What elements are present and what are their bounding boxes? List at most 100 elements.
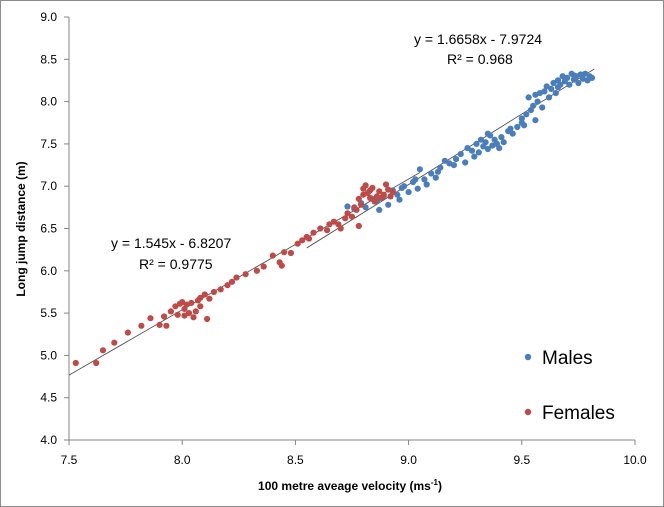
data-point-females xyxy=(197,294,204,301)
x-axis-title-close: ) xyxy=(438,479,442,493)
data-point-females xyxy=(355,222,362,230)
data-point-males xyxy=(548,85,555,92)
data-point-males xyxy=(496,145,503,152)
y-tick-label: 7.0 xyxy=(40,179,57,193)
data-point-females xyxy=(278,262,285,269)
data-point-males xyxy=(475,149,482,156)
data-point-females xyxy=(385,186,392,193)
data-point-females xyxy=(181,312,188,319)
data-point-females xyxy=(156,321,163,328)
data-point-males xyxy=(484,130,491,137)
data-point-females xyxy=(242,271,249,278)
x-tick-label: 10.0 xyxy=(623,453,647,467)
data-point-females xyxy=(358,201,365,208)
y-tick-label: 6.5 xyxy=(40,222,57,236)
y-tick-label: 8.5 xyxy=(40,52,57,66)
data-point-males xyxy=(344,203,351,210)
x-tick-label: 8.5 xyxy=(287,453,304,467)
y-tick-label: 5.5 xyxy=(40,306,57,320)
data-point-females xyxy=(174,311,181,318)
data-point-males xyxy=(473,140,480,147)
data-point-males xyxy=(450,162,457,169)
data-point-females xyxy=(163,322,170,329)
data-point-males xyxy=(550,79,557,87)
data-point-females xyxy=(367,187,374,194)
y-tick-labels: 4.0 4.5 5.0 5.5 6.0 6.5 7.0 7.5 8.0 8.5 9.0 xyxy=(40,10,69,447)
data-point-males xyxy=(588,74,596,81)
data-point-males xyxy=(457,151,464,158)
data-point-females xyxy=(362,182,369,189)
data-point-females xyxy=(147,315,154,322)
data-point-females xyxy=(371,198,378,205)
legend-marker-females xyxy=(524,408,532,416)
data-point-males xyxy=(412,176,419,183)
data-point-males xyxy=(462,159,469,166)
data-point-males xyxy=(509,130,516,137)
y-tick-label: 4.0 xyxy=(40,433,57,447)
data-point-females xyxy=(93,359,100,367)
data-point-males xyxy=(477,136,485,143)
data-point-females xyxy=(161,313,168,320)
data-point-females xyxy=(330,218,337,225)
data-point-males xyxy=(394,191,401,198)
data-point-males xyxy=(575,79,582,87)
data-point-females xyxy=(192,308,199,315)
y-axis-title: Long jump distance (m) xyxy=(14,161,28,296)
male-trendline-equation: y = 1.6658x - 7.9724 xyxy=(414,31,542,47)
y-tick-label: 6.0 xyxy=(40,264,57,278)
data-point-males xyxy=(482,139,489,146)
data-point-females xyxy=(233,274,240,281)
data-point-males xyxy=(428,170,435,177)
data-point-males xyxy=(518,119,525,126)
data-point-males xyxy=(396,196,403,203)
data-points xyxy=(72,70,596,367)
data-point-males xyxy=(541,88,548,95)
data-point-males xyxy=(434,168,442,175)
data-point-males xyxy=(530,102,537,109)
data-point-females xyxy=(253,267,260,274)
data-point-females xyxy=(190,314,197,321)
data-point-males xyxy=(464,145,471,152)
data-point-males xyxy=(534,98,541,105)
data-point-females xyxy=(176,300,183,307)
data-point-males xyxy=(523,111,530,118)
data-point-males xyxy=(432,174,439,181)
axes xyxy=(68,17,635,441)
y-tick-label: 8.0 xyxy=(40,95,57,109)
data-point-males xyxy=(545,94,553,101)
data-point-males xyxy=(525,94,532,101)
data-point-females xyxy=(305,235,313,242)
data-point-males xyxy=(570,72,578,79)
data-point-females xyxy=(324,227,331,234)
data-point-males xyxy=(498,134,505,141)
data-point-males xyxy=(414,185,421,192)
x-tick-label: 9.0 xyxy=(400,453,417,467)
data-point-males xyxy=(507,125,514,132)
data-point-males xyxy=(398,184,405,191)
data-point-females xyxy=(204,315,211,323)
data-point-females xyxy=(99,347,107,354)
data-point-females xyxy=(197,303,204,310)
data-point-females xyxy=(269,252,276,259)
data-point-females xyxy=(342,215,349,222)
data-point-males xyxy=(532,117,539,124)
data-point-females xyxy=(367,194,374,202)
data-point-females xyxy=(294,240,301,247)
data-point-females xyxy=(228,278,236,285)
data-point-males xyxy=(423,181,430,188)
data-point-males xyxy=(564,74,571,81)
data-point-males xyxy=(405,189,412,196)
data-point-males xyxy=(554,84,562,91)
x-tick-label: 8.0 xyxy=(174,453,191,467)
data-point-females xyxy=(337,225,344,232)
data-point-males xyxy=(566,81,573,88)
data-point-females xyxy=(348,213,356,220)
y-tick-label: 4.5 xyxy=(40,391,57,405)
data-point-males xyxy=(539,104,546,111)
x-axis-title-text: 100 metre aveage velocity (ms xyxy=(258,479,431,493)
data-point-males xyxy=(471,153,478,160)
data-point-females xyxy=(206,295,213,302)
data-point-females xyxy=(224,282,231,289)
